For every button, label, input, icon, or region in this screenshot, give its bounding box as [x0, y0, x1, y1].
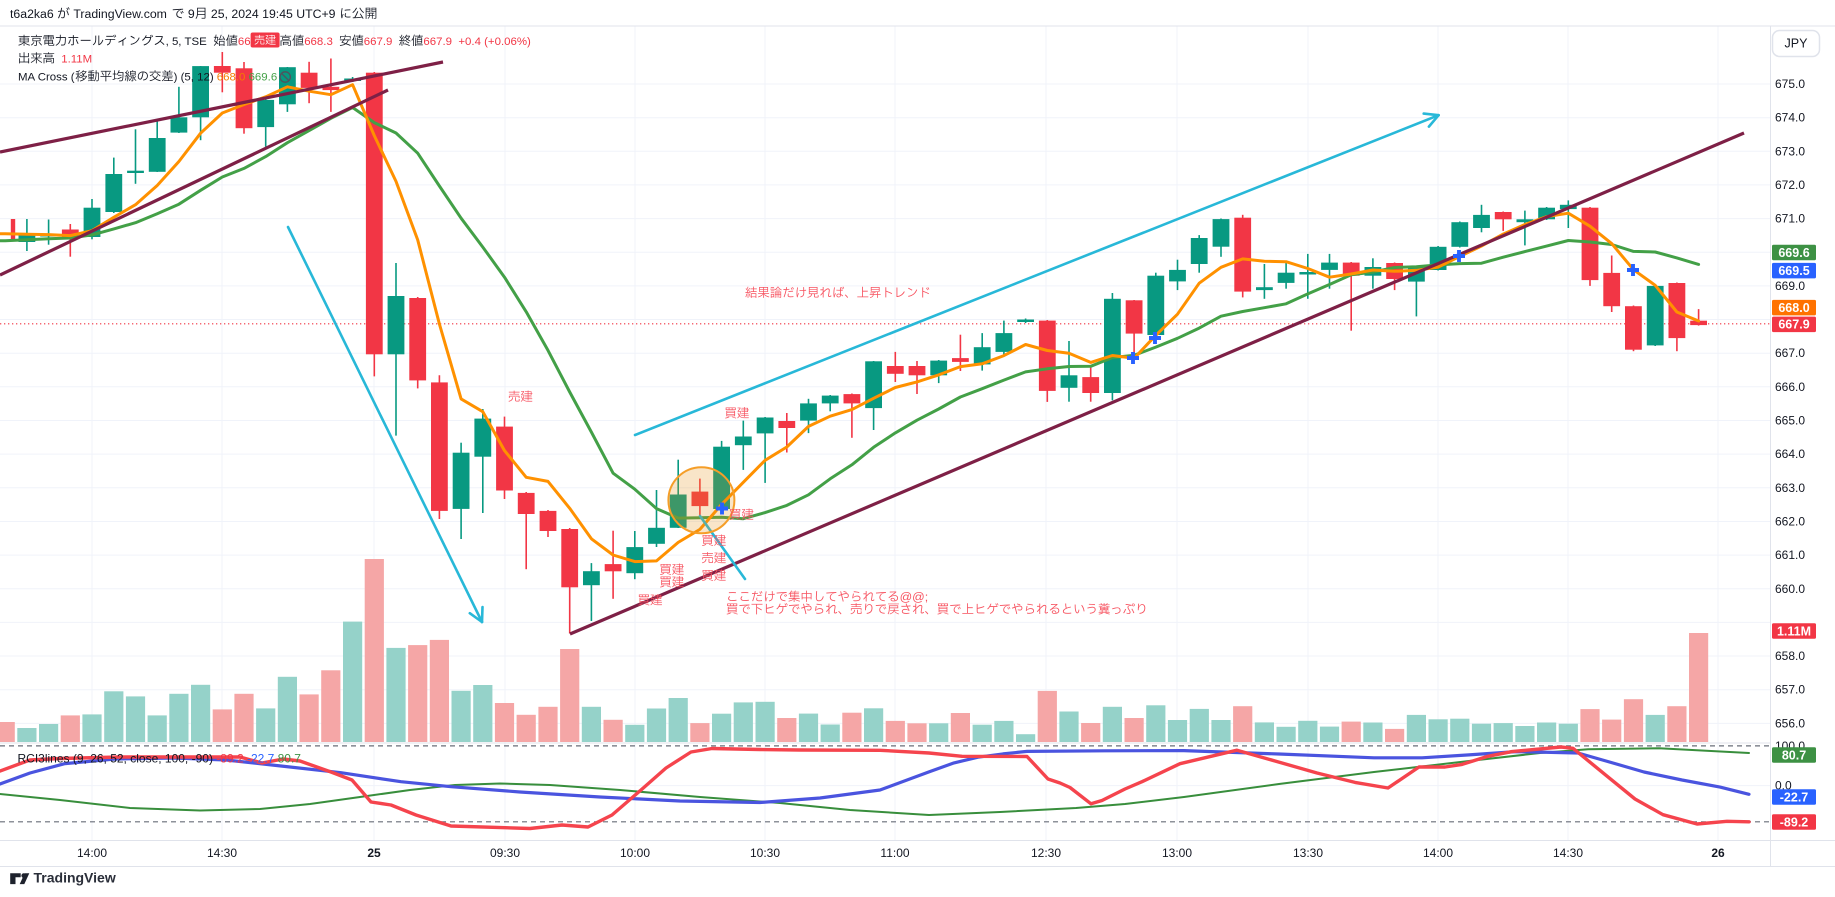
- svg-text:671.0: 671.0: [1775, 212, 1805, 226]
- svg-text:09:30: 09:30: [490, 846, 520, 860]
- svg-text:674.0: 674.0: [1775, 111, 1805, 125]
- svg-text:672.0: 672.0: [1775, 178, 1805, 192]
- svg-text:JPY: JPY: [1785, 37, 1809, 51]
- svg-text:11:00: 11:00: [880, 846, 909, 860]
- svg-text:669.0: 669.0: [1775, 279, 1805, 293]
- svg-text:662.0: 662.0: [1775, 515, 1805, 529]
- svg-text:669.5: 669.5: [1778, 264, 1809, 278]
- svg-text:1.11M: 1.11M: [55, 54, 92, 66]
- svg-text:665.0: 665.0: [1775, 414, 1805, 428]
- svg-text:673.0: 673.0: [1775, 144, 1805, 158]
- svg-text:675.0: 675.0: [1775, 77, 1805, 91]
- svg-text:80.7: 80.7: [1782, 748, 1806, 762]
- svg-text:658.0: 658.0: [1775, 649, 1805, 663]
- svg-text:14:00: 14:00: [1423, 846, 1453, 860]
- svg-text:669.6: 669.6: [245, 72, 277, 84]
- svg-text:14:00: 14:00: [77, 846, 107, 860]
- svg-text:9: 9: [188, 7, 195, 21]
- svg-text:80.7: 80.7: [278, 752, 302, 766]
- svg-text:13:30: 13:30: [1293, 846, 1323, 860]
- svg-text:66: 66: [238, 36, 251, 48]
- svg-text:661.0: 661.0: [1775, 548, 1805, 562]
- svg-text:14:30: 14:30: [207, 846, 237, 860]
- svg-text:) (5, 12): ) (5, 12): [174, 72, 214, 84]
- svg-text:667.9: 667.9: [423, 36, 452, 48]
- svg-text:667.0: 667.0: [1775, 346, 1805, 360]
- svg-text:12:30: 12:30: [1031, 846, 1061, 860]
- svg-text:667.9: 667.9: [1778, 318, 1809, 332]
- svg-text:TradingView: TradingView: [34, 870, 116, 886]
- svg-text:14:30: 14:30: [1553, 846, 1583, 860]
- svg-text:25: 25: [367, 846, 381, 860]
- svg-text:t6a2ka6: t6a2ka6: [10, 7, 57, 21]
- svg-text:, 5, TSE: , 5, TSE: [166, 36, 207, 48]
- svg-text:657.0: 657.0: [1775, 683, 1805, 697]
- svg-text:@@;: @@;: [900, 590, 929, 604]
- svg-text:664.0: 664.0: [1775, 447, 1805, 461]
- svg-text:667.9: 667.9: [364, 36, 393, 48]
- svg-text:666.0: 666.0: [1775, 380, 1805, 394]
- svg-text:669.6: 669.6: [1778, 246, 1809, 260]
- svg-text:10:00: 10:00: [620, 846, 650, 860]
- svg-text:-89.2: -89.2: [1780, 815, 1809, 829]
- svg-text:668.0: 668.0: [214, 72, 246, 84]
- svg-text:TradingView.com: TradingView.com: [73, 7, 170, 21]
- svg-text:10:30: 10:30: [750, 846, 780, 860]
- svg-text:-22.7: -22.7: [1780, 790, 1809, 804]
- svg-text:13:00: 13:00: [1162, 846, 1192, 860]
- svg-text:656.0: 656.0: [1775, 716, 1805, 730]
- svg-text:668.0: 668.0: [1778, 301, 1809, 315]
- svg-text:-22.7: -22.7: [247, 752, 278, 766]
- svg-text:MA Cross (: MA Cross (: [18, 72, 75, 84]
- svg-text:1.11M: 1.11M: [1777, 624, 1811, 638]
- svg-text:668.3: 668.3: [304, 36, 333, 48]
- svg-text:RCI3lines (9, 26, 52, close, 1: RCI3lines (9, 26, 52, close, 100, -90): [18, 752, 217, 766]
- svg-text:-89.2: -89.2: [216, 752, 247, 766]
- svg-text:0.0: 0.0: [1775, 779, 1792, 793]
- svg-text:663.0: 663.0: [1775, 481, 1805, 495]
- svg-text:25, 2024 19:45 UTC+9: 25, 2024 19:45 UTC+9: [208, 7, 339, 21]
- svg-text:660.0: 660.0: [1775, 582, 1805, 596]
- svg-text:+0.4 (+0.06%): +0.4 (+0.06%): [452, 36, 531, 48]
- svg-text:26: 26: [1711, 846, 1725, 860]
